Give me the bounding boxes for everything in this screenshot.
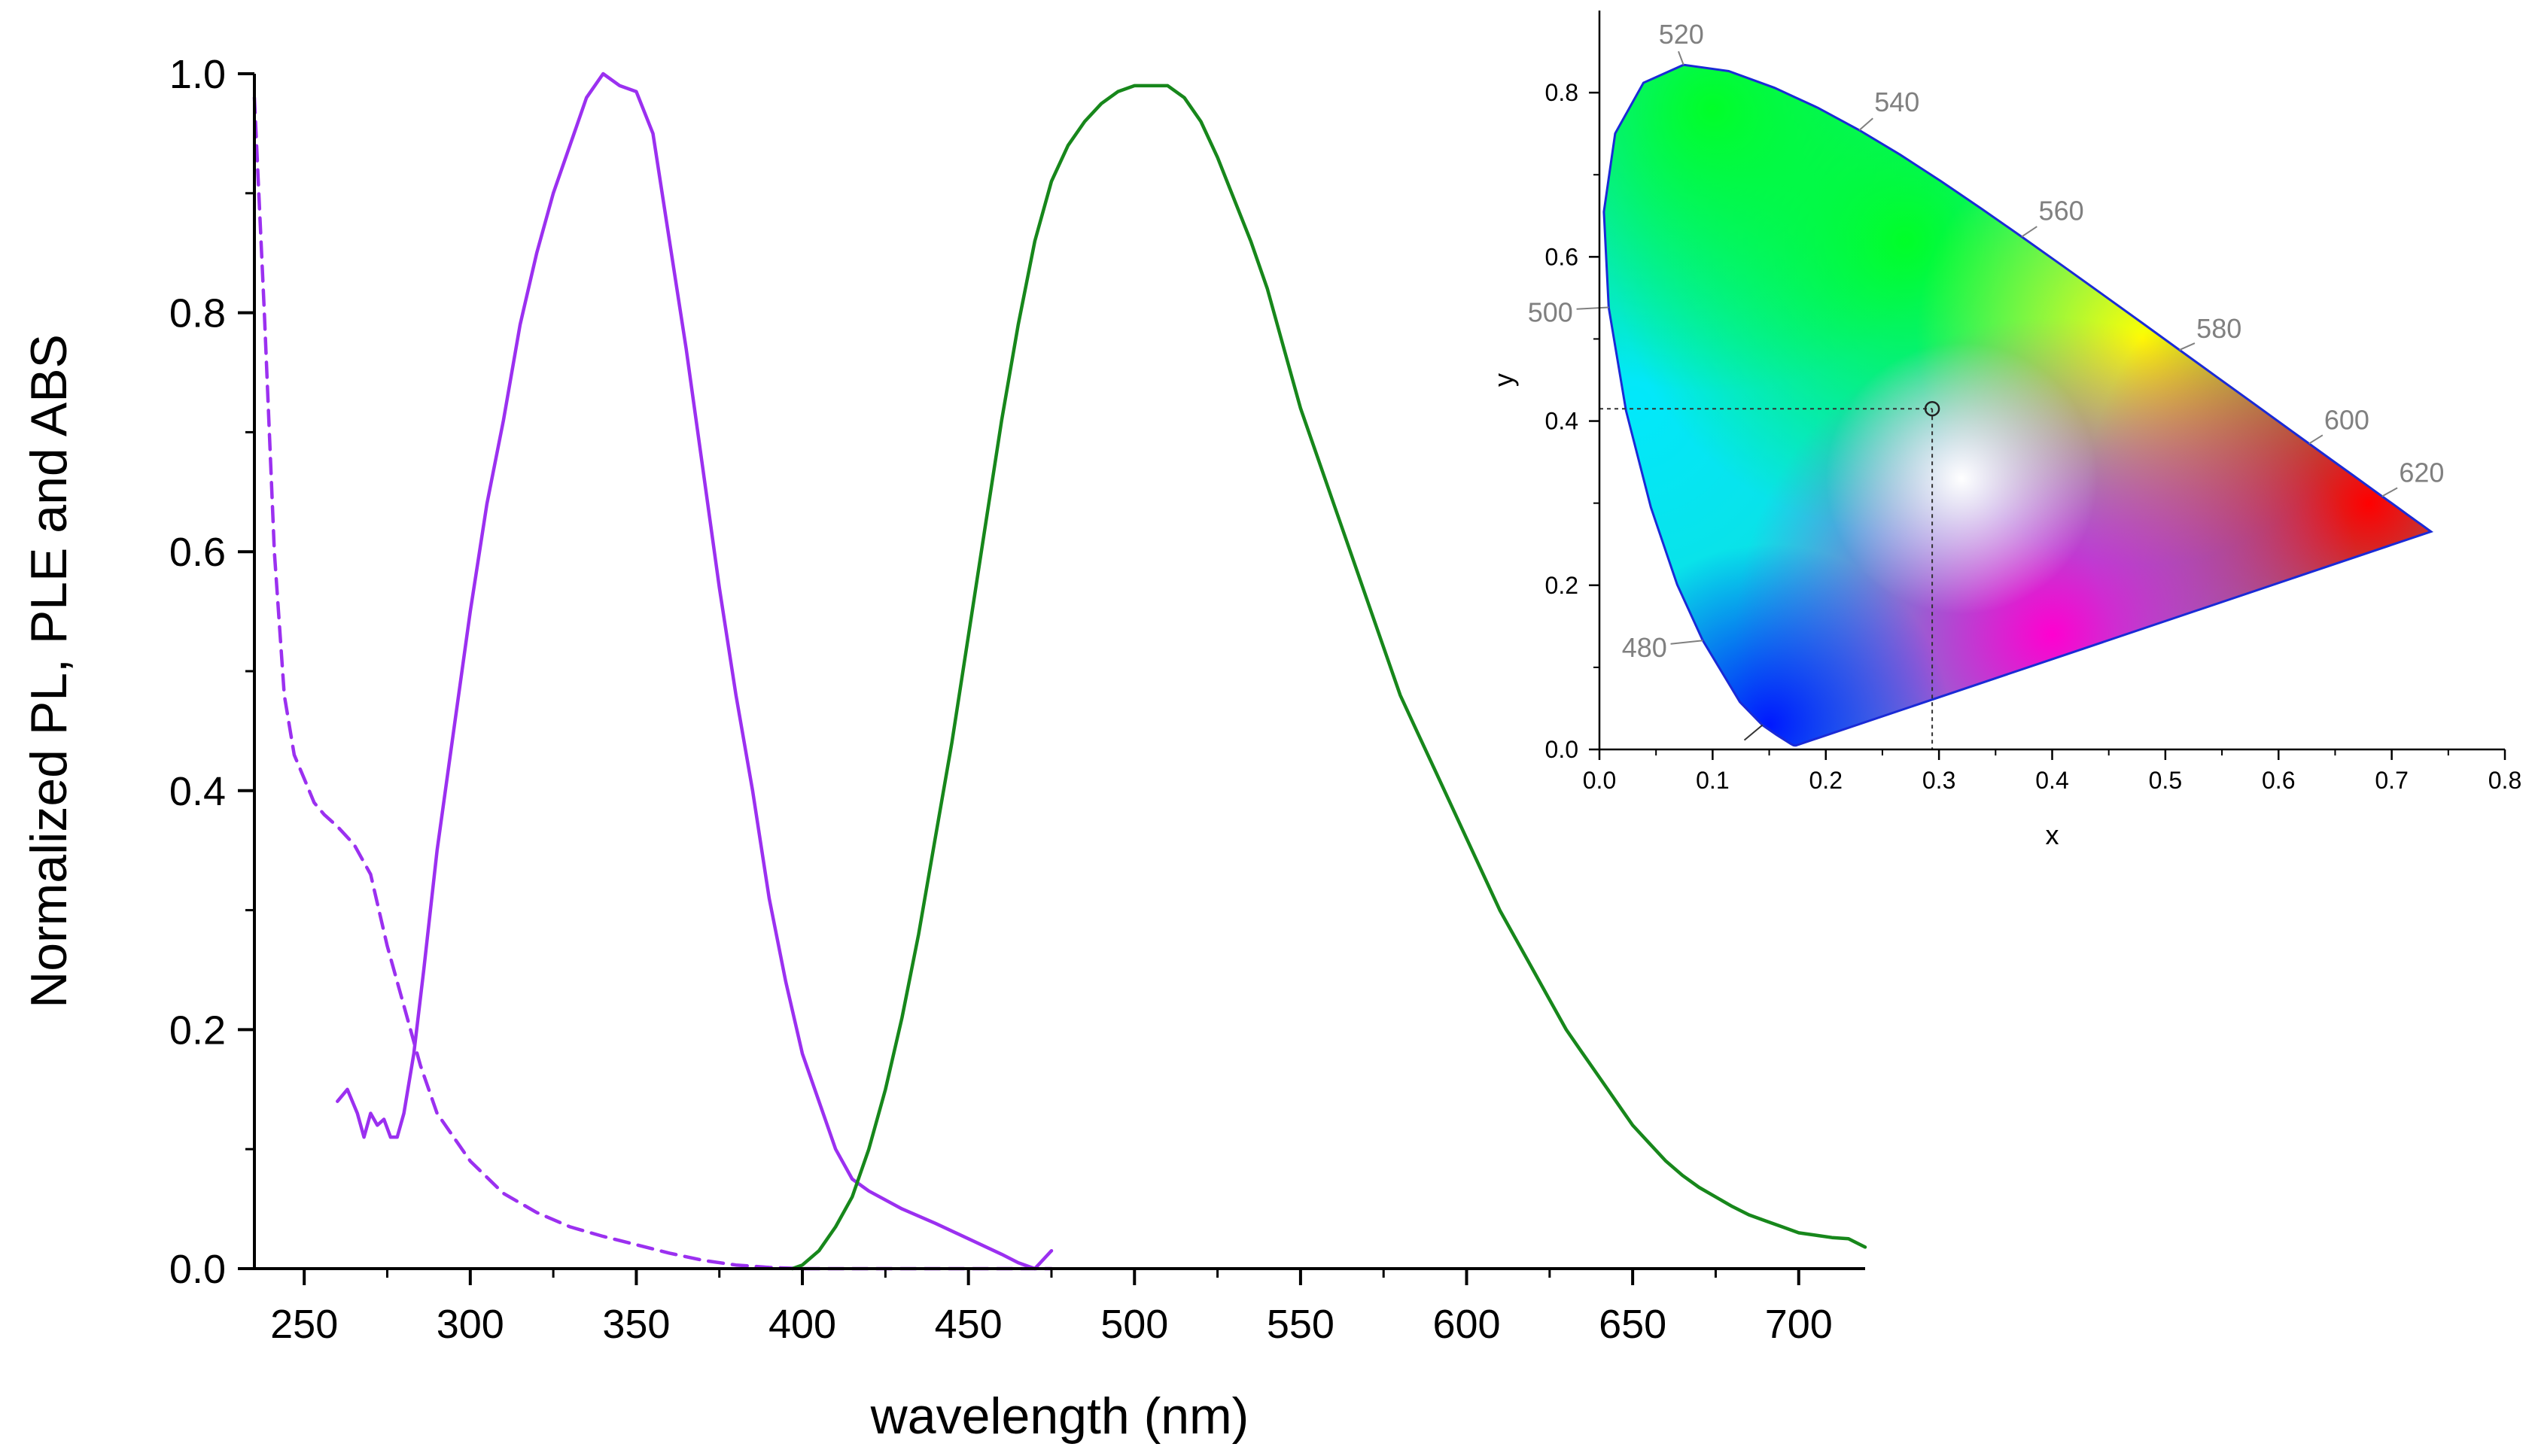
wavelength-label-600: 600: [2324, 405, 2369, 436]
cie-x-tick-label: 0.0: [1583, 767, 1616, 794]
wavelength-label-540: 540: [1874, 87, 1919, 117]
y-tick-label: 1.0: [169, 52, 226, 97]
chromaticity-point: [1924, 400, 1940, 417]
x-tick-label: 600: [1432, 1302, 1500, 1347]
x-tick-label: 250: [270, 1302, 338, 1347]
series-abs-line: [252, 96, 1054, 1271]
wavelength-label-560: 560: [2039, 196, 2084, 226]
gamut-color-region: [1825, 342, 2098, 615]
series-ple-line: [336, 71, 1054, 1271]
series-pl-line: [790, 84, 1867, 1271]
cie-inset-plot: 480 500 520 540 560 580 600 620 0.0 0.1 0.2 0.3 0.4…: [1488, 11, 2521, 850]
wavelength-labels: 480 500 520 540 560 580 600 620: [1528, 19, 2444, 741]
gamut-color-region: [1603, 543, 1951, 746]
gamut-color-region: [1603, 65, 1996, 392]
wavelength-tick: [1858, 117, 1873, 131]
cie-x-tick-label: 0.4: [2035, 767, 2068, 794]
x-tick-label: 300: [437, 1302, 504, 1347]
cie-x-tick-label: 0.5: [2149, 767, 2182, 794]
x-tick-label: 700: [1765, 1302, 1833, 1347]
y-tick-label: 0.8: [169, 291, 226, 336]
x-axis-title: wavelength (nm): [870, 1388, 1249, 1445]
wavelength-label-580: 580: [2196, 313, 2241, 344]
x-tick-label: 450: [935, 1302, 1003, 1347]
x-tick-label: 650: [1599, 1302, 1666, 1347]
wavelength-tick: [1678, 50, 1684, 65]
cie-y-tick-label: 0.2: [1545, 572, 1578, 599]
cie-axes: 0.0 0.1 0.2 0.3 0.4 0.5 0.6 0.7 0.8 0.0 0.2 0.4 0.6 0…: [1545, 11, 2521, 794]
cie-y-tick-label: 0.6: [1545, 243, 1578, 270]
cie-y-tick-label: 0.8: [1545, 79, 1578, 106]
wavelength-tick: [1576, 306, 1609, 310]
y-tick-label: 0.4: [169, 769, 226, 814]
y-tick-label: 0.0: [169, 1247, 226, 1292]
wavelength-tick: [1743, 724, 1764, 741]
spectrum-axes: 250 300 350 400 450 500 550 600 650 700 0.0 0.2 0.4 0…: [169, 52, 1865, 1347]
spectrum-series: [252, 71, 1867, 1271]
wavelength-label-480: 480: [1622, 632, 1667, 663]
x-tick-label: 400: [768, 1302, 836, 1347]
wavelength-tick: [2308, 434, 2324, 445]
cie-x-tick-label: 0.8: [2488, 767, 2521, 794]
cie-y-axis-title: y: [1488, 373, 1519, 387]
cie-x-tick-label: 0.7: [2375, 767, 2408, 794]
cie-x-tick-label: 0.1: [1696, 767, 1729, 794]
x-tick-label: 350: [602, 1302, 670, 1347]
spectrum-plot: 250 300 350 400 450 500 550 600 650 700 0.0 0.2 0.4 0…: [20, 52, 1867, 1445]
y-tick-label: 0.6: [169, 530, 226, 575]
cie-color-gamut: [1603, 65, 2431, 746]
wavelength-tick: [1670, 640, 1703, 645]
cie-y-tick-label: 0.4: [1545, 408, 1578, 435]
wavelength-tick: [2179, 342, 2196, 351]
wavelength-label-620: 620: [2399, 457, 2444, 488]
cie-x-tick-label: 0.2: [1809, 767, 1843, 794]
y-tick-label: 0.2: [169, 1008, 226, 1053]
x-tick-label: 550: [1267, 1302, 1334, 1347]
x-tick-label: 500: [1100, 1302, 1168, 1347]
cie-y-tick-label: 0.0: [1545, 736, 1578, 763]
cie-x-axis-title: x: [2046, 819, 2059, 850]
wavelength-label-500: 500: [1528, 297, 1573, 328]
cie-x-tick-label: 0.3: [1922, 767, 1955, 794]
wavelength-label-520: 520: [1659, 19, 1704, 50]
y-axis-title: Normalized PL, PLE and ABS: [20, 334, 78, 1008]
wavelength-tick: [2381, 487, 2398, 497]
chromaticity-marker: [1599, 400, 1940, 749]
spectral-locus: [1602, 63, 2434, 747]
cie-x-tick-label: 0.6: [2262, 767, 2295, 794]
wavelength-tick: [2021, 226, 2037, 238]
